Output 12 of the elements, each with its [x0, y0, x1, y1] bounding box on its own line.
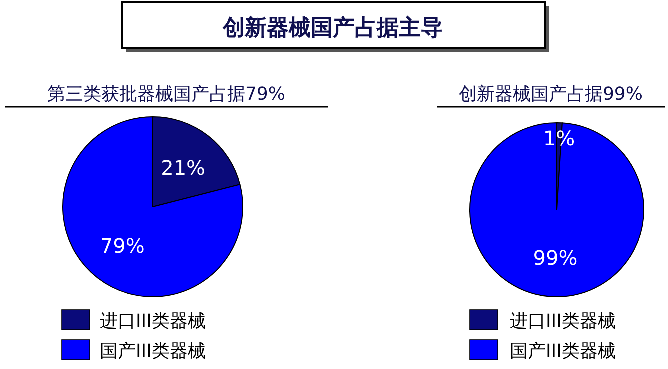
legend-label: 国产III类器械	[100, 341, 206, 362]
legend-label: 进口III类器械	[510, 311, 616, 332]
chart-title: 第三类获批器械国产占据79%	[47, 84, 286, 105]
legend-label: 进口III类器械	[100, 311, 206, 332]
chart-title: 创新器械国产占据99%	[458, 84, 644, 105]
pie-slice	[62, 116, 244, 298]
legend-label: 国产III类器械	[510, 341, 616, 362]
data-label: 79%	[100, 234, 145, 258]
pie-slice	[470, 122, 644, 298]
data-label: 99%	[533, 246, 578, 270]
text: 创新器械国产占据主导	[222, 15, 443, 41]
data-label: 21%	[161, 156, 206, 180]
